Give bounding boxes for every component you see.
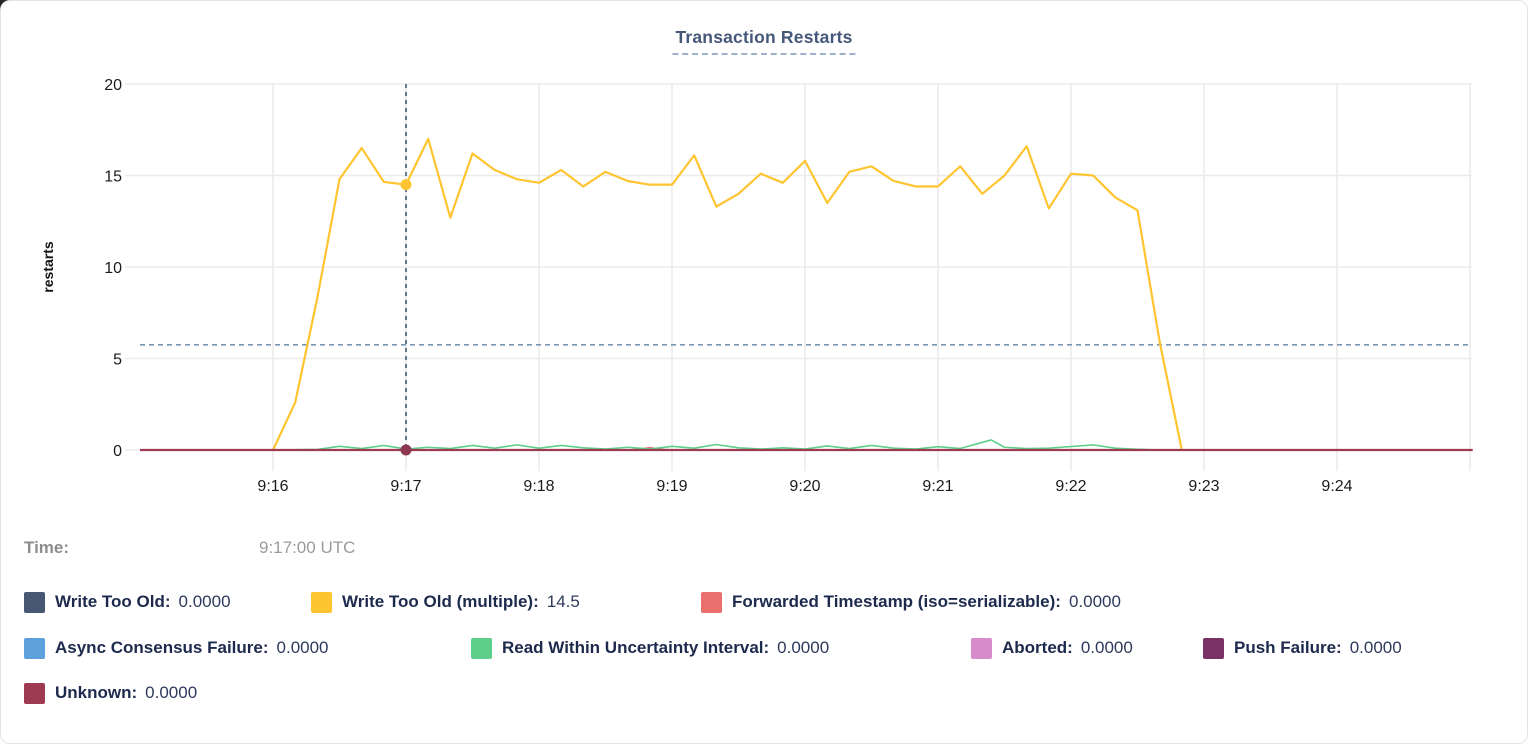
hover-dot	[400, 444, 412, 456]
legend-item-write-too-old-multiple: Write Too Old (multiple): 14.5	[311, 590, 701, 614]
legend-value: 0.0000	[1068, 592, 1121, 611]
legend-swatch-aborted	[971, 637, 992, 659]
hover-time-value: 9:17:00 UTC	[259, 538, 356, 557]
x-tick-label: 9:23	[1188, 478, 1219, 495]
x-tick-label: 9:16	[257, 478, 288, 495]
legend-label: Write Too Old (multiple):	[342, 592, 539, 611]
legend-label: Push Failure:	[1234, 638, 1342, 657]
legend-item-forwarded-timestamp-iso-serializable: Forwarded Timestamp (iso=serializable): 0…	[701, 590, 1121, 614]
legend-row: Write Too Old: 0.0000 Write Too Old (multi…	[24, 590, 1504, 614]
x-tick-label: 9:21	[922, 478, 953, 495]
legend-label: Unknown:	[55, 683, 138, 702]
x-tick-label: 9:24	[1321, 478, 1352, 495]
legend-item-read-within-uncertainty-interval: Read Within Uncertainty Interval: 0.0000	[471, 636, 971, 660]
legend-value: 0.0000	[1349, 638, 1402, 657]
y-axis-label: restarts	[40, 241, 56, 293]
legend-swatch-read-within-uncertainty-interval	[471, 637, 492, 659]
chart-title[interactable]: Transaction Restarts	[672, 27, 856, 55]
y-tick-label: 20	[104, 77, 122, 94]
legend-item-async-consensus-failure: Async Consensus Failure: 0.0000	[24, 636, 471, 660]
y-tick-label: 10	[104, 260, 122, 277]
legend-row: Async Consensus Failure: 0.0000 Read Withi…	[24, 636, 1504, 660]
x-tick-label: 9:17	[390, 478, 421, 495]
legend-label: Write Too Old:	[55, 592, 171, 611]
legend-swatch-async-consensus-failure	[24, 637, 45, 659]
legend-value: 14.5	[546, 592, 580, 611]
legend-label: Async Consensus Failure:	[55, 638, 269, 657]
series-line-read-within-uncertainty-interval	[272, 439, 1160, 451]
legend-value: 0.0000	[145, 683, 198, 702]
x-tick-label: 9:22	[1055, 478, 1086, 495]
x-tick-label: 9:20	[789, 478, 820, 495]
y-tick-label: 15	[104, 169, 122, 186]
legend-swatch-forwarded-timestamp-iso-serializable	[701, 591, 722, 613]
y-tick-label: 5	[113, 352, 122, 369]
legend-swatch-push-failure	[1203, 637, 1224, 659]
x-tick-label: 9:18	[523, 478, 554, 495]
legend-label: Forwarded Timestamp (iso=serializable):	[732, 592, 1061, 611]
legend-item-write-too-old: Write Too Old: 0.0000	[24, 590, 311, 614]
legend-value: 0.0000	[178, 592, 231, 611]
transaction-restarts-line-chart[interactable]: 0 5 10 15 20 9:16 9:17 9:18 9:19 9:20 9:21 9:22 9:23…	[1, 1, 1528, 516]
legend-label: Aborted:	[1002, 638, 1073, 657]
legend-item-unknown: Unknown: 0.0000	[24, 681, 197, 705]
hover-time-label: Time:	[24, 538, 70, 557]
legend-swatch-unknown	[24, 682, 45, 704]
legend-value: 0.0000	[777, 638, 830, 657]
x-tick-label: 9:19	[656, 478, 687, 495]
hover-dot	[400, 179, 412, 191]
hover-time-row: Time: 9:17:00 UTC	[24, 538, 355, 558]
legend-value: 0.0000	[276, 638, 329, 657]
series-line-write-too-old-multiple	[272, 137, 1183, 451]
legend-swatch-write-too-old-multiple	[311, 591, 332, 613]
legend-label: Read Within Uncertainty Interval:	[502, 638, 770, 657]
legend-item-push-failure: Push Failure: 0.0000	[1203, 636, 1402, 660]
legend-swatch-write-too-old	[24, 591, 45, 613]
legend-item-aborted: Aborted: 0.0000	[971, 636, 1203, 660]
y-tick-label: 0	[113, 443, 122, 460]
legend-row: Unknown: 0.0000	[24, 681, 1504, 705]
legend-value: 0.0000	[1080, 638, 1133, 657]
